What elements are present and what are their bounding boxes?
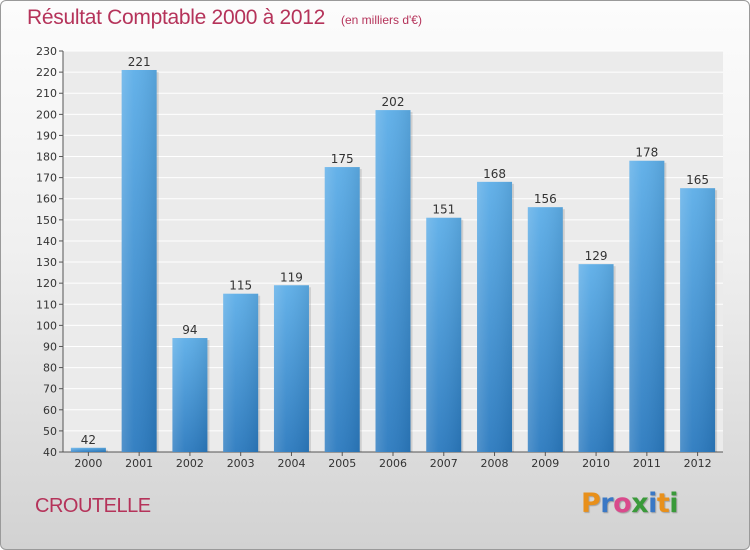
logo-letter: x bbox=[631, 488, 649, 519]
bar-value-label: 202 bbox=[382, 95, 405, 109]
bar-value-label: 165 bbox=[686, 173, 709, 187]
bar-highlight bbox=[121, 69, 157, 452]
bar-value-label: 94 bbox=[182, 323, 197, 337]
bar-value-label: 42 bbox=[81, 433, 96, 447]
bar-value-label: 156 bbox=[534, 192, 557, 206]
y-tick-label: 50 bbox=[43, 425, 57, 438]
bar-highlight bbox=[172, 338, 208, 452]
x-tick-label: 2005 bbox=[328, 457, 356, 470]
x-tick-label: 2008 bbox=[481, 457, 509, 470]
x-tick-label: 2000 bbox=[74, 457, 102, 470]
bar-highlight bbox=[680, 188, 716, 452]
y-tick-label: 80 bbox=[43, 362, 57, 375]
chart-title: Résultat Comptable 2000 à 2012 bbox=[27, 6, 326, 29]
y-tick-label: 120 bbox=[36, 277, 57, 290]
bar-value-label: 119 bbox=[280, 270, 303, 284]
bar-value-label: 178 bbox=[635, 146, 658, 160]
x-tick-label: 2012 bbox=[684, 457, 712, 470]
x-tick-label: 2002 bbox=[176, 457, 204, 470]
x-tick-label: 2001 bbox=[125, 457, 153, 470]
bar-highlight bbox=[426, 217, 462, 452]
bar-value-label: 151 bbox=[432, 203, 455, 217]
bar-highlight bbox=[477, 181, 513, 452]
x-tick-label: 2007 bbox=[430, 457, 458, 470]
logo-letter: i bbox=[669, 488, 679, 519]
x-tick-label: 2009 bbox=[531, 457, 559, 470]
y-tick-label: 40 bbox=[43, 446, 57, 459]
y-tick-label: 180 bbox=[36, 151, 57, 164]
logo-letter: r bbox=[600, 488, 614, 519]
x-tick-label: 2010 bbox=[582, 457, 610, 470]
y-tick-label: 150 bbox=[36, 214, 57, 227]
x-tick-label: 2011 bbox=[633, 457, 661, 470]
x-tick-label: 2006 bbox=[379, 457, 407, 470]
bar-value-label: 115 bbox=[229, 279, 252, 293]
bar-value-label: 221 bbox=[128, 55, 151, 69]
chart-subtitle: (en milliers d'€) bbox=[341, 13, 422, 27]
proxiti-logo: Proxiti bbox=[581, 488, 679, 519]
logo-letter: i bbox=[648, 488, 657, 519]
bar-highlight bbox=[375, 110, 411, 453]
y-tick-label: 130 bbox=[36, 256, 57, 269]
y-tick-label: 100 bbox=[36, 319, 57, 332]
logo-letter: P bbox=[581, 488, 601, 519]
bar-value-label: 175 bbox=[331, 152, 354, 166]
y-tick-label: 70 bbox=[43, 383, 57, 396]
commune-name: CROUTELLE bbox=[35, 495, 151, 517]
y-tick-label: 60 bbox=[43, 404, 57, 417]
y-tick-label: 190 bbox=[36, 129, 57, 142]
x-tick-label: 2003 bbox=[227, 457, 255, 470]
y-tick-label: 230 bbox=[36, 45, 57, 58]
y-tick-label: 170 bbox=[36, 172, 57, 185]
y-tick-label: 220 bbox=[36, 66, 57, 79]
y-tick-label: 110 bbox=[36, 298, 57, 311]
bar-highlight bbox=[527, 207, 563, 452]
y-tick-label: 210 bbox=[36, 87, 57, 100]
bar-highlight bbox=[629, 160, 665, 452]
bar-highlight bbox=[578, 264, 614, 452]
logo-letter: t bbox=[656, 488, 670, 519]
y-tick-label: 200 bbox=[36, 108, 57, 121]
bar-highlight bbox=[223, 293, 259, 452]
x-tick-label: 2004 bbox=[277, 457, 305, 470]
bar-value-label: 129 bbox=[585, 249, 608, 263]
bar-highlight bbox=[273, 285, 309, 452]
y-tick-label: 160 bbox=[36, 193, 57, 206]
y-tick-label: 140 bbox=[36, 235, 57, 248]
bar-highlight bbox=[70, 447, 106, 452]
bar-value-label: 168 bbox=[483, 167, 506, 181]
bar-highlight bbox=[324, 167, 360, 452]
logo-letter: o bbox=[613, 488, 632, 519]
y-tick-label: 90 bbox=[43, 340, 57, 353]
